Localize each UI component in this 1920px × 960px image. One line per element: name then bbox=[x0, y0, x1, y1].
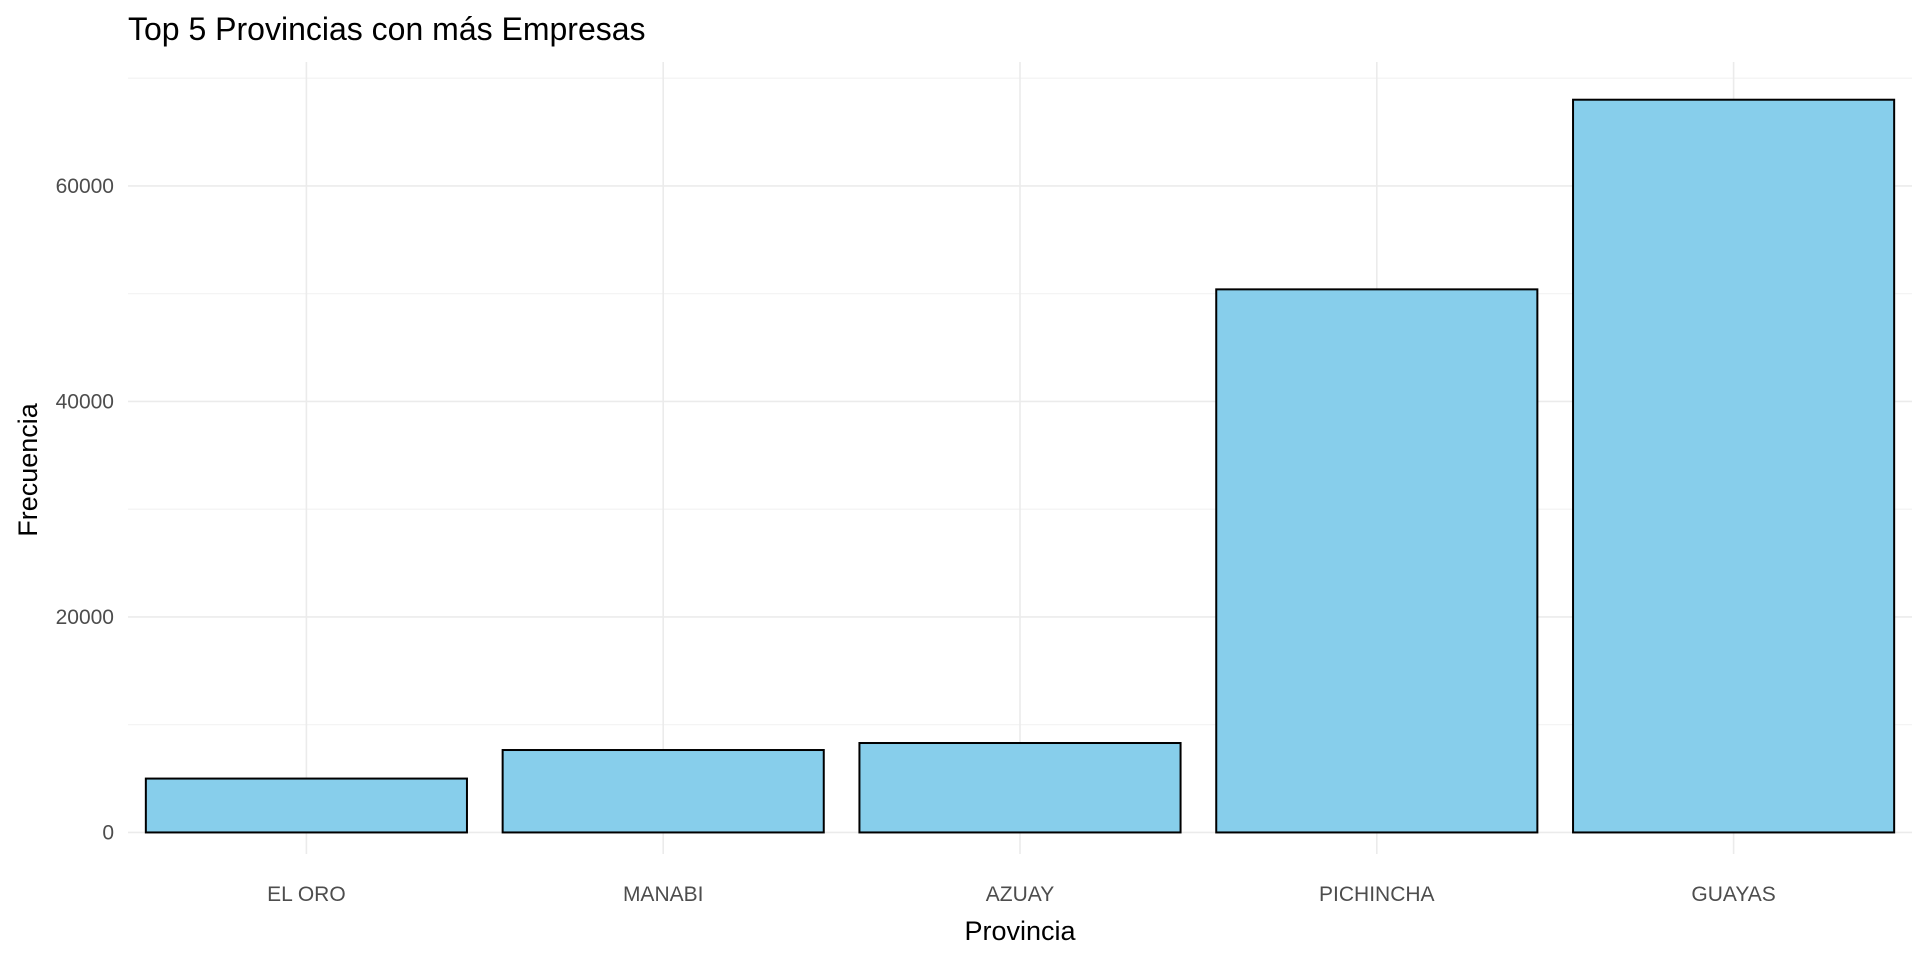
y-tick-label: 60000 bbox=[56, 175, 114, 198]
x-axis-ticks: EL ORO MANABI AZUAY PICHINCHA GUAYAS bbox=[267, 883, 1776, 906]
y-axis-ticks: 0 20000 40000 60000 bbox=[56, 175, 114, 845]
bar-pichincha bbox=[1215, 288, 1539, 834]
bar-azuay bbox=[858, 742, 1182, 834]
y-tick-label: 0 bbox=[102, 821, 114, 844]
x-tick-label: GUAYAS bbox=[1691, 883, 1775, 906]
y-tick-label: 20000 bbox=[56, 606, 114, 629]
x-tick-label: EL ORO bbox=[267, 883, 346, 906]
bars bbox=[144, 98, 1896, 834]
chart-title: Top 5 Provincias con más Empresas bbox=[128, 11, 646, 47]
y-tick-label: 40000 bbox=[56, 390, 114, 413]
bar-el-oro bbox=[144, 777, 468, 834]
x-tick-label: PICHINCHA bbox=[1319, 883, 1435, 906]
x-axis-title: Provincia bbox=[964, 916, 1076, 946]
y-axis-title: Frecuencia bbox=[13, 402, 43, 537]
bar-manabi bbox=[501, 749, 825, 834]
bar-guayas bbox=[1572, 98, 1896, 834]
x-tick-label: MANABI bbox=[623, 883, 704, 906]
x-tick-label: AZUAY bbox=[986, 883, 1054, 906]
